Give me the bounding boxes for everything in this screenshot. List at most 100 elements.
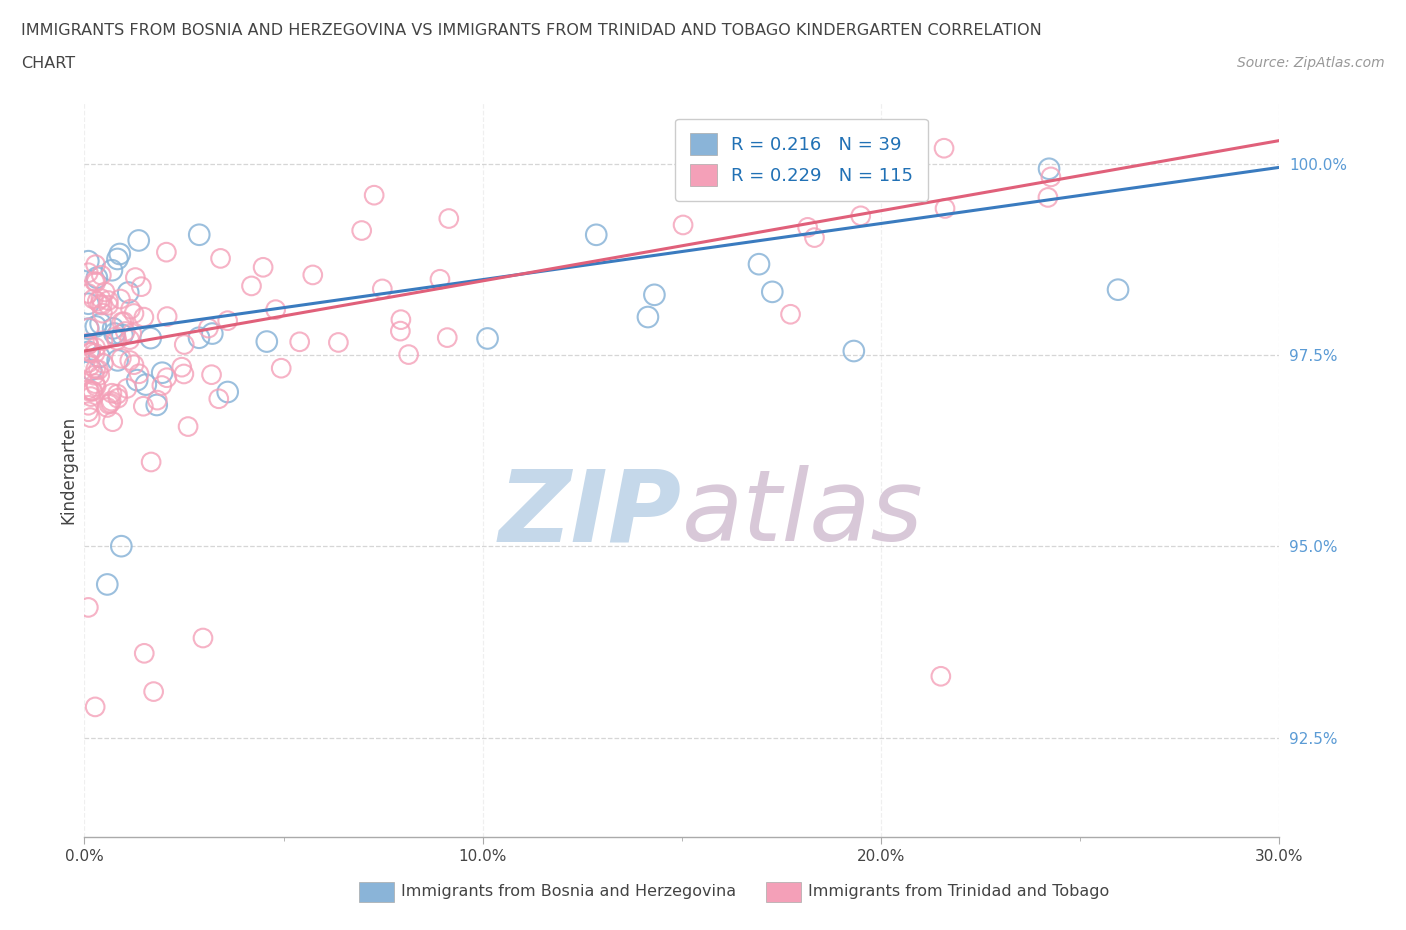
- Point: [139, 331, 162, 346]
- Point: [101, 386, 124, 401]
- Point: [803, 230, 825, 245]
- Point: [77, 336, 100, 351]
- Point: [86, 271, 108, 286]
- Point: [87, 363, 110, 378]
- Point: [1107, 282, 1129, 297]
- Point: [77, 321, 100, 336]
- Point: [122, 306, 145, 321]
- Point: [97, 298, 120, 312]
- Point: [1038, 161, 1060, 176]
- Point: [288, 335, 311, 350]
- Point: [112, 314, 135, 329]
- Point: [191, 631, 214, 645]
- Point: [84, 274, 107, 289]
- Point: [108, 246, 131, 261]
- Point: [132, 310, 155, 325]
- Point: [188, 330, 211, 345]
- Point: [139, 455, 162, 470]
- Point: [115, 381, 138, 396]
- Text: Source: ZipAtlas.com: Source: ZipAtlas.com: [1237, 56, 1385, 70]
- Point: [209, 251, 232, 266]
- Point: [84, 346, 107, 361]
- Point: [240, 278, 263, 293]
- Point: [77, 405, 100, 419]
- Point: [97, 293, 120, 308]
- Point: [155, 245, 177, 259]
- Point: [200, 367, 222, 382]
- Point: [389, 312, 412, 327]
- Point: [90, 316, 112, 331]
- Point: [114, 324, 136, 339]
- Point: [118, 353, 141, 368]
- Point: [173, 337, 195, 352]
- Point: [105, 333, 128, 348]
- Point: [97, 397, 120, 412]
- Point: [762, 172, 785, 187]
- Point: [932, 140, 955, 155]
- Point: [89, 297, 111, 312]
- Point: [256, 334, 278, 349]
- Point: [201, 326, 224, 341]
- Point: [111, 327, 134, 342]
- Point: [80, 389, 103, 404]
- Point: [91, 333, 114, 348]
- Point: [77, 297, 100, 312]
- Point: [643, 287, 665, 302]
- Point: [82, 384, 104, 399]
- Point: [264, 302, 287, 317]
- Point: [437, 211, 460, 226]
- Point: [748, 257, 770, 272]
- Point: [350, 223, 373, 238]
- Point: [77, 355, 100, 370]
- Point: [585, 227, 607, 242]
- Point: [83, 274, 105, 289]
- Point: [796, 219, 818, 234]
- Point: [252, 259, 274, 274]
- Point: [1036, 190, 1059, 205]
- Point: [150, 365, 173, 380]
- Point: [110, 351, 132, 365]
- Point: [849, 208, 872, 223]
- Point: [77, 398, 100, 413]
- Point: [84, 379, 107, 393]
- Text: atlas: atlas: [682, 465, 924, 563]
- Point: [80, 363, 103, 378]
- Point: [101, 321, 124, 336]
- Point: [79, 384, 101, 399]
- Text: CHART: CHART: [21, 56, 75, 71]
- Point: [77, 265, 100, 280]
- Point: [82, 291, 104, 306]
- Point: [150, 379, 173, 393]
- Point: [173, 366, 195, 381]
- Point: [84, 258, 107, 272]
- Point: [100, 393, 122, 408]
- Point: [79, 358, 101, 373]
- Point: [89, 350, 111, 365]
- Point: [103, 326, 125, 341]
- Point: [110, 538, 132, 553]
- Point: [91, 298, 114, 312]
- Point: [128, 366, 150, 381]
- Point: [208, 392, 231, 406]
- Point: [77, 344, 100, 359]
- Point: [100, 395, 122, 410]
- Point: [842, 343, 865, 358]
- Point: [96, 400, 118, 415]
- Point: [124, 270, 146, 285]
- Point: [79, 345, 101, 360]
- Point: [90, 291, 112, 306]
- Point: [371, 282, 394, 297]
- Point: [107, 387, 129, 402]
- Point: [118, 332, 141, 347]
- Point: [156, 370, 179, 385]
- Point: [91, 306, 114, 321]
- Point: [77, 286, 100, 301]
- Text: IMMIGRANTS FROM BOSNIA AND HERZEGOVINA VS IMMIGRANTS FROM TRINIDAD AND TOBAGO KI: IMMIGRANTS FROM BOSNIA AND HERZEGOVINA V…: [21, 23, 1042, 38]
- Point: [84, 699, 107, 714]
- Point: [127, 373, 149, 388]
- Point: [132, 399, 155, 414]
- Point: [637, 310, 659, 325]
- Point: [177, 419, 200, 434]
- Point: [270, 361, 292, 376]
- Point: [122, 357, 145, 372]
